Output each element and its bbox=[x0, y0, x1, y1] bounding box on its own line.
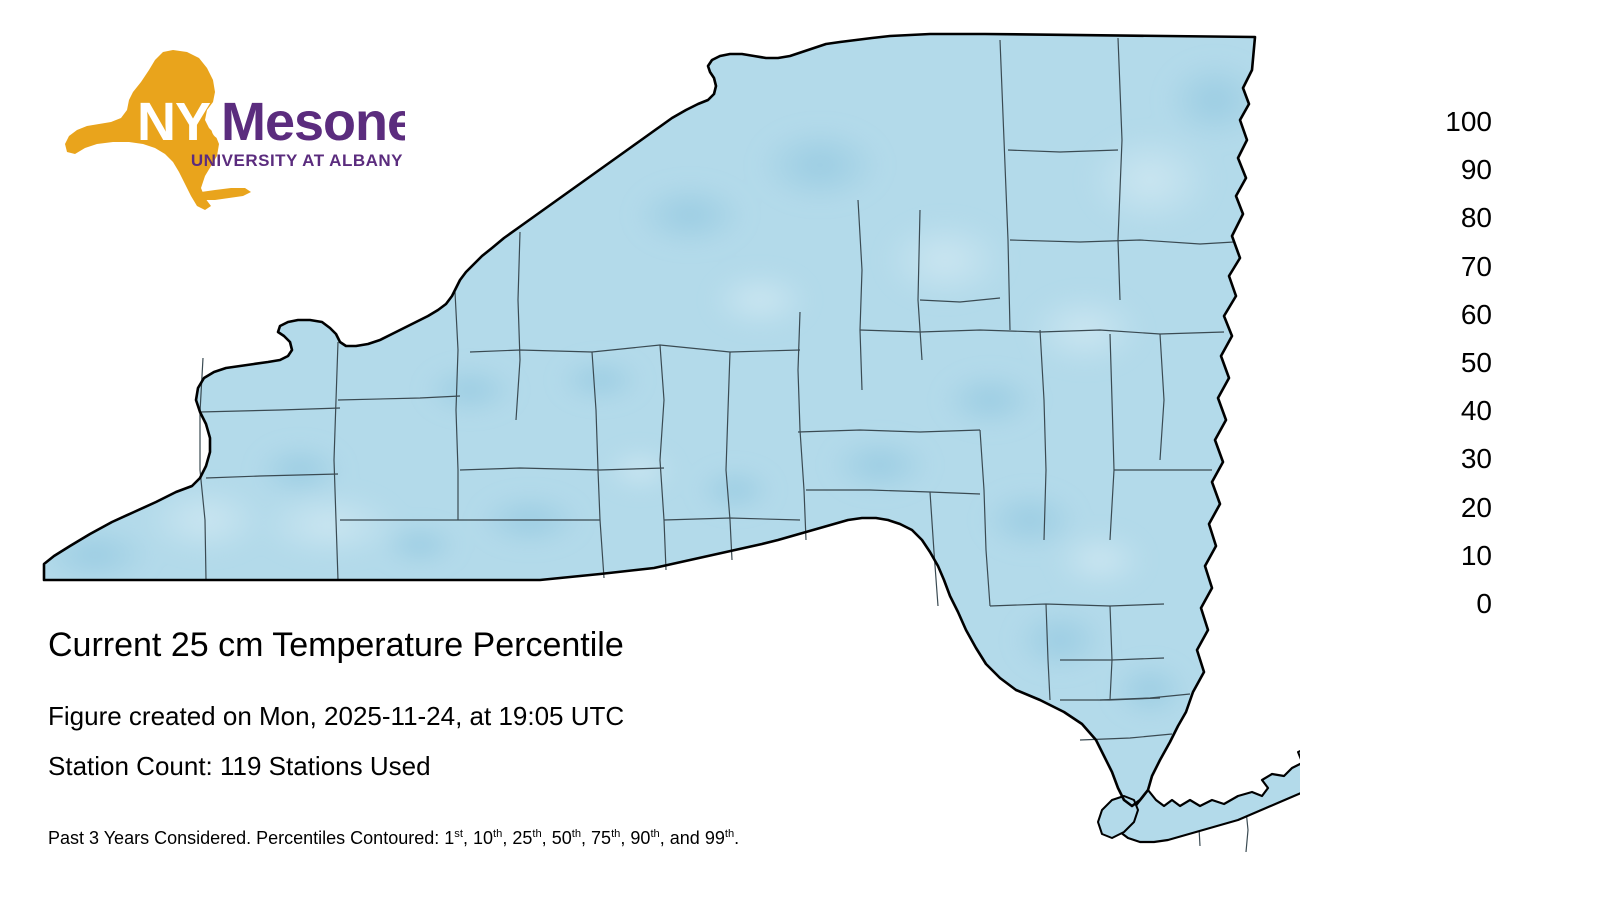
nys-mesonet-logo: NYS Mesonet UNIVERSITY AT ALBANY bbox=[55, 48, 405, 213]
map-canvas bbox=[42, 32, 1300, 853]
logo-long-island-shape bbox=[201, 188, 251, 200]
colorbar-tick-30: 30 bbox=[1460, 443, 1492, 475]
footnote-percentile-10: 10th bbox=[472, 828, 503, 848]
colorbar-tick-90: 90 bbox=[1460, 154, 1492, 186]
colorbar-gradient bbox=[1334, 122, 1429, 604]
footnote-percentile-90: 90th bbox=[630, 828, 660, 848]
footnote-percentile-75: 75th bbox=[591, 828, 621, 848]
footnote-percentile-50: 50th bbox=[551, 828, 582, 848]
colorbar-tick-0: 0 bbox=[1476, 588, 1492, 619]
state-outline bbox=[42, 32, 1257, 808]
percentile-colorbar bbox=[1334, 122, 1429, 604]
station-count-text: Station Count: 119 Stations Used bbox=[48, 751, 431, 781]
colorbar-tick-40: 40 bbox=[1460, 395, 1492, 427]
logo-state-shape bbox=[65, 50, 219, 210]
figure-created-text: Figure created on Mon, 2025-11-24, at 19… bbox=[48, 701, 625, 731]
contour-shading bbox=[44, 58, 1255, 720]
colorbar-tick-100: 100 bbox=[1445, 106, 1492, 137]
staten-island-fill bbox=[1097, 795, 1139, 839]
mainland-fill-group bbox=[44, 34, 1255, 853]
footnote-percentile-99: 99th bbox=[704, 828, 735, 848]
colorbar-tick-50: 50 bbox=[1460, 347, 1492, 378]
colorbar-tick-80: 80 bbox=[1460, 202, 1492, 234]
long-island-group bbox=[1097, 750, 1300, 844]
colorbar-tick-70: 70 bbox=[1460, 250, 1492, 282]
footnote-text: Past 3 Years Considered. Percentiles Con… bbox=[48, 828, 740, 848]
logo-text-nys: NYS bbox=[137, 92, 245, 152]
footnote-percentile-25: 25th bbox=[512, 828, 542, 848]
new-york-map-svg bbox=[42, 32, 1300, 853]
logo-svg: NYS Mesonet UNIVERSITY AT ALBANY bbox=[65, 50, 405, 210]
north-fork-fill bbox=[1297, 750, 1300, 760]
colorbar-tick-20: 20 bbox=[1460, 491, 1492, 523]
colorbar-tick-labels: 100 90 80 70 60 50 40 30 20 10 0 bbox=[1432, 108, 1492, 618]
colorbar-tick-60: 60 bbox=[1460, 298, 1492, 330]
logo-text-mesonet: Mesonet bbox=[221, 92, 405, 152]
county-boundaries bbox=[199, 37, 1249, 853]
long-island-fill bbox=[1116, 762, 1300, 844]
page-title: Current 25 cm Temperature Percentile bbox=[48, 626, 624, 664]
footnote-percentile-1: 1st bbox=[444, 828, 463, 848]
colorbar-tick-10: 10 bbox=[1460, 539, 1492, 571]
logo-text-subtitle: UNIVERSITY AT ALBANY bbox=[191, 151, 403, 170]
